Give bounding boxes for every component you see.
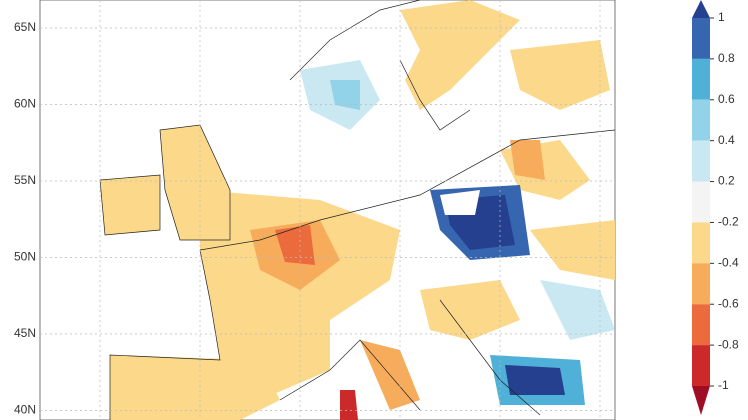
colorbar: 1 0.8 0.6 0.4 0.2 -0.2 -0.4 -0.6 -0.8 -1 — [692, 0, 739, 415]
hungary-anomaly — [420, 280, 520, 340]
latitude-label: 65N — [14, 20, 36, 34]
colorbar-segment — [692, 345, 710, 386]
colorbar-tick-label: 0.8 — [718, 51, 735, 65]
colorbar-tick-label: 1 — [718, 10, 725, 24]
norway-core — [330, 80, 360, 110]
colorbar-segment — [692, 304, 710, 346]
colorbar-segment — [692, 222, 710, 264]
colorbar-extend-top — [692, 0, 710, 18]
colorbar-tick-label: -1 — [718, 378, 729, 392]
colorbar-tick-label: 0.6 — [718, 92, 735, 106]
russia-anomaly — [510, 40, 610, 110]
latitude-label: 40N — [14, 403, 36, 417]
poland-gap — [440, 190, 480, 215]
latitude-label: 50N — [14, 250, 36, 264]
coastline — [99, 0, 616, 420]
colorbar-segment — [692, 181, 710, 223]
britain-anomaly — [160, 125, 230, 240]
colorbar-tick-label: -0.2 — [718, 215, 739, 229]
strong-negative-area — [275, 225, 315, 265]
colorbar-segment — [692, 18, 710, 59]
latitude-label: 45N — [14, 326, 36, 340]
greece-core — [505, 365, 565, 395]
coastlines — [99, 0, 616, 420]
latvia-anomaly — [510, 140, 545, 180]
sweden-finland-anomaly — [400, 0, 520, 110]
iberia-anomaly — [110, 355, 280, 420]
colorbar-tick-label: -0.4 — [718, 256, 739, 270]
sardinia-anomaly — [340, 390, 358, 420]
colorbar-tick-label: 0.2 — [718, 174, 735, 188]
graticule — [40, 0, 615, 420]
latitude-label: 60N — [14, 97, 36, 111]
colorbar-extend-bottom — [692, 386, 710, 415]
colorbar-tick-label: 0.4 — [718, 133, 735, 147]
colorbar-tick-label: -0.8 — [718, 337, 739, 351]
colorbar-segment — [692, 58, 710, 100]
colorbar-segment — [692, 99, 710, 141]
romania-anomaly — [540, 280, 615, 340]
colorbar-segment — [692, 140, 710, 182]
positive-areas — [300, 60, 615, 405]
colorbar-segment — [692, 263, 710, 305]
latitude-label: 55N — [14, 173, 36, 187]
colorbar-tick-label: -0.6 — [718, 296, 739, 310]
latitude-labels: 65N 60N 55N 50N 45N 40N — [14, 20, 36, 417]
ireland-anomaly — [100, 175, 160, 235]
map-panel — [39, 0, 616, 420]
ukraine-anomaly — [530, 220, 615, 280]
